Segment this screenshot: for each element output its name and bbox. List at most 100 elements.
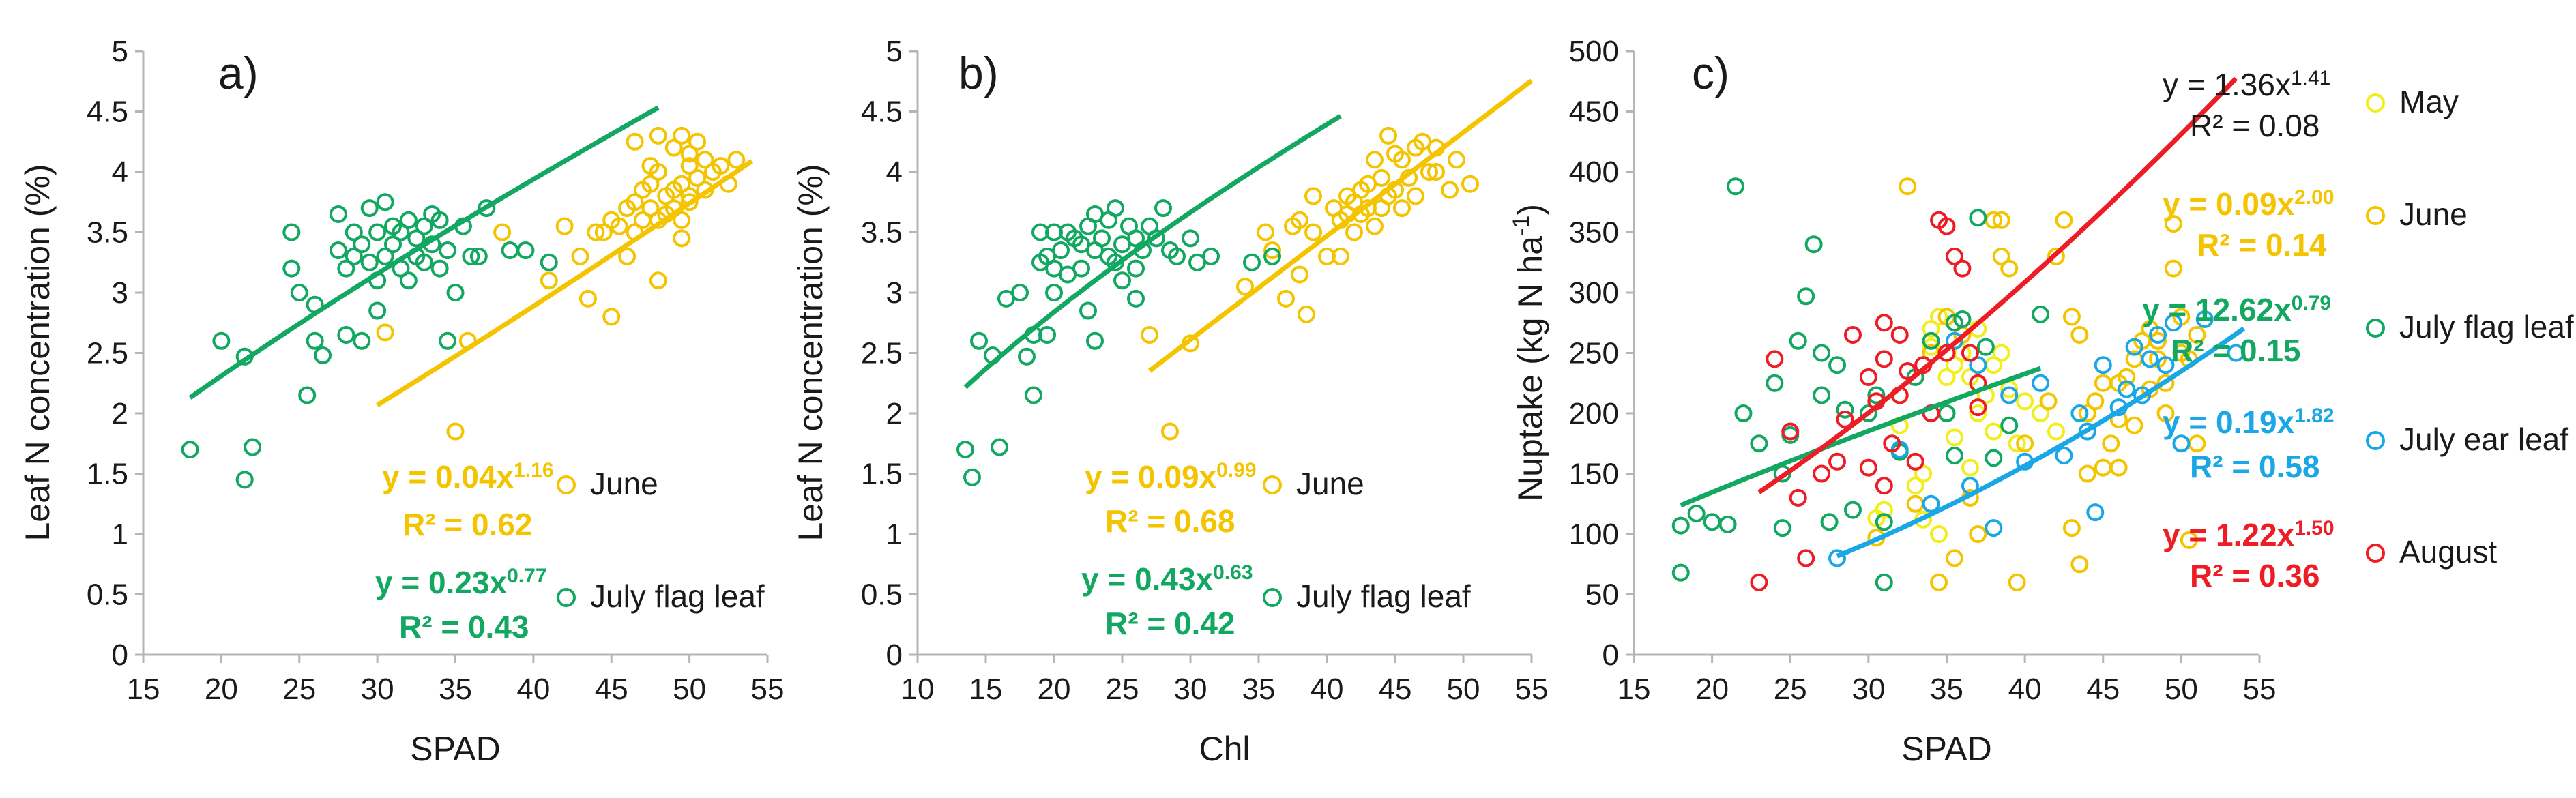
data-point xyxy=(290,284,308,301)
y-tick-label: 5 xyxy=(886,35,903,68)
data-point xyxy=(1263,241,1281,260)
legend-marker xyxy=(557,588,576,607)
legend-entry: y = 0.09x0.99 R² = 0.68 June xyxy=(1085,459,1364,540)
data-point xyxy=(2164,215,2182,233)
data-point xyxy=(2125,416,2143,434)
data-point xyxy=(1038,325,1056,344)
data-point xyxy=(1875,513,1893,531)
data-point xyxy=(673,229,691,248)
data-point xyxy=(2156,374,2175,392)
x-tick-label: 35 xyxy=(439,673,472,706)
y-tick-label: 0 xyxy=(112,638,128,672)
data-point xyxy=(392,223,410,241)
y-tick-label: 0.5 xyxy=(87,578,128,612)
data-point xyxy=(696,151,714,169)
legend-label: June xyxy=(1296,466,1364,501)
data-point xyxy=(329,241,347,260)
trendline xyxy=(963,114,1342,389)
legend-entry: y = 12.62x0.79 R² = 0.15 July flag leaf xyxy=(2142,292,2574,369)
trendline xyxy=(188,105,660,400)
data-point xyxy=(282,223,301,241)
x-tick-label: 55 xyxy=(751,673,785,706)
data-point xyxy=(1945,446,1963,464)
data-point xyxy=(1899,362,1917,381)
data-point xyxy=(1236,278,1254,296)
data-point xyxy=(1086,331,1104,350)
x-tick-label: 10 xyxy=(901,673,935,706)
data-point xyxy=(2118,380,2136,398)
data-point xyxy=(1875,314,1893,332)
data-point xyxy=(540,271,558,290)
legend-entry: y = 0.23x0.77 R² = 0.43 July flag leaf xyxy=(375,565,765,645)
data-point xyxy=(1393,151,1411,169)
data-point xyxy=(680,157,699,175)
data-point xyxy=(1671,563,1690,582)
legend-label: July flag leaf xyxy=(1296,578,1471,614)
data-point xyxy=(1836,400,1854,419)
y-tick-label: 5 xyxy=(112,35,128,68)
data-point xyxy=(1969,398,1987,417)
data-point xyxy=(2047,247,2065,265)
x-tick-label: 25 xyxy=(1106,673,1139,706)
data-point xyxy=(501,241,519,260)
data-point xyxy=(680,145,699,163)
legend-marker xyxy=(1263,475,1282,494)
data-point xyxy=(956,441,974,459)
data-point xyxy=(1969,209,1987,227)
data-point xyxy=(1703,513,1721,531)
data-point xyxy=(368,223,387,241)
data-point xyxy=(2156,404,2175,422)
data-point xyxy=(1937,217,1956,235)
data-point xyxy=(1366,217,1384,235)
trendline xyxy=(376,159,754,407)
y-tick-label: 3.5 xyxy=(861,216,903,250)
data-point xyxy=(1072,259,1090,278)
data-point xyxy=(1304,223,1322,241)
data-point xyxy=(1859,458,1877,477)
series-may xyxy=(1867,308,2065,543)
x-tick-label: 50 xyxy=(673,673,706,706)
data-point xyxy=(353,331,371,350)
y-tick-label: 1.5 xyxy=(87,458,128,491)
data-point xyxy=(2000,259,2019,278)
data-point xyxy=(1202,247,1220,265)
x-tick-label: 35 xyxy=(1242,673,1276,706)
panel-c: 0 50 100 150 200 250 300 350 400 450 500 15 20 25 30 35… xyxy=(1508,35,2574,768)
data-point xyxy=(493,223,512,241)
data-point xyxy=(329,205,347,223)
data-point xyxy=(970,331,988,350)
data-point xyxy=(439,241,457,260)
data-point xyxy=(2094,356,2112,374)
data-point xyxy=(1291,211,1308,229)
data-point xyxy=(1813,464,1831,483)
data-point xyxy=(1750,434,1768,453)
x-tick-label: 55 xyxy=(2243,673,2277,706)
data-point xyxy=(1875,501,1893,519)
data-point xyxy=(2016,392,2034,411)
data-point xyxy=(2047,422,2065,441)
data-point xyxy=(1945,428,1963,447)
data-point xyxy=(2102,434,2120,453)
data-point xyxy=(1969,404,1987,422)
r2-label: R² = 0.62 xyxy=(402,507,533,542)
data-point xyxy=(1976,338,1995,356)
data-point xyxy=(1859,404,1877,422)
y-tick-label: 1.5 xyxy=(861,458,903,491)
legend-marker xyxy=(2366,206,2385,225)
data-point xyxy=(1291,265,1308,284)
data-point xyxy=(1961,344,1979,362)
data-point xyxy=(1813,386,1831,404)
r2-label: R² = 0.58 xyxy=(2190,449,2320,484)
data-point xyxy=(2055,446,2073,464)
y-tick-label: 450 xyxy=(1569,95,1619,129)
data-point xyxy=(1750,573,1768,591)
data-point xyxy=(963,468,981,486)
data-point xyxy=(2062,308,2081,326)
data-point xyxy=(462,247,480,265)
panel-label: a) xyxy=(218,48,259,98)
data-point xyxy=(1277,289,1295,308)
data-point xyxy=(376,193,394,211)
data-point xyxy=(2195,310,2214,328)
data-point xyxy=(2078,404,2096,422)
data-point xyxy=(1332,247,1349,265)
